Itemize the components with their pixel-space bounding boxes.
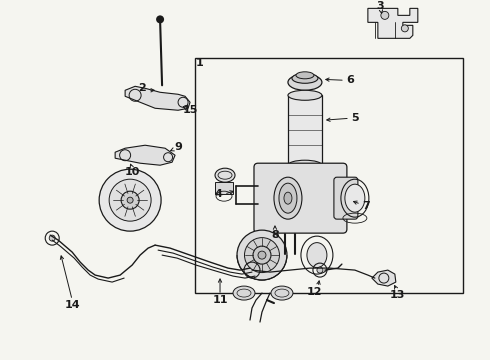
Circle shape [317, 267, 323, 273]
Text: 11: 11 [212, 295, 228, 305]
Circle shape [49, 235, 55, 241]
Ellipse shape [121, 191, 139, 209]
Ellipse shape [292, 73, 318, 83]
Bar [195, 58, 463, 293]
Ellipse shape [215, 168, 235, 182]
Text: 14: 14 [64, 300, 80, 310]
Text: 4: 4 [214, 189, 222, 199]
Text: 12: 12 [307, 287, 323, 297]
Ellipse shape [307, 243, 327, 267]
Text: 13: 13 [390, 290, 406, 300]
Text: 10: 10 [124, 167, 140, 177]
Ellipse shape [109, 179, 151, 221]
Ellipse shape [274, 177, 302, 219]
Text: 8: 8 [271, 230, 279, 240]
FancyBboxPatch shape [254, 163, 347, 233]
Ellipse shape [233, 286, 255, 300]
Text: 9: 9 [174, 142, 182, 152]
Bar [215, 182, 233, 194]
Ellipse shape [296, 72, 314, 79]
Ellipse shape [288, 90, 322, 100]
Text: 7: 7 [362, 201, 370, 211]
Polygon shape [368, 8, 418, 38]
Ellipse shape [237, 230, 287, 280]
Ellipse shape [99, 169, 161, 231]
Circle shape [381, 12, 389, 19]
Polygon shape [372, 270, 396, 286]
Ellipse shape [288, 160, 322, 170]
Ellipse shape [253, 246, 271, 264]
Circle shape [401, 25, 408, 32]
Ellipse shape [127, 197, 133, 203]
Bar [288, 95, 322, 165]
FancyBboxPatch shape [334, 177, 358, 219]
Text: 2: 2 [138, 83, 146, 93]
Text: 1: 1 [196, 58, 204, 68]
Text: 15: 15 [182, 105, 198, 115]
Ellipse shape [345, 184, 365, 212]
Circle shape [156, 15, 164, 23]
Polygon shape [115, 145, 175, 165]
Text: 3: 3 [376, 1, 384, 12]
Text: 5: 5 [351, 113, 359, 123]
Ellipse shape [279, 183, 297, 213]
Ellipse shape [245, 238, 279, 273]
Polygon shape [125, 86, 190, 110]
Ellipse shape [258, 251, 266, 259]
Text: 6: 6 [346, 75, 354, 85]
Ellipse shape [271, 286, 293, 300]
Ellipse shape [288, 74, 322, 90]
Ellipse shape [284, 192, 292, 204]
